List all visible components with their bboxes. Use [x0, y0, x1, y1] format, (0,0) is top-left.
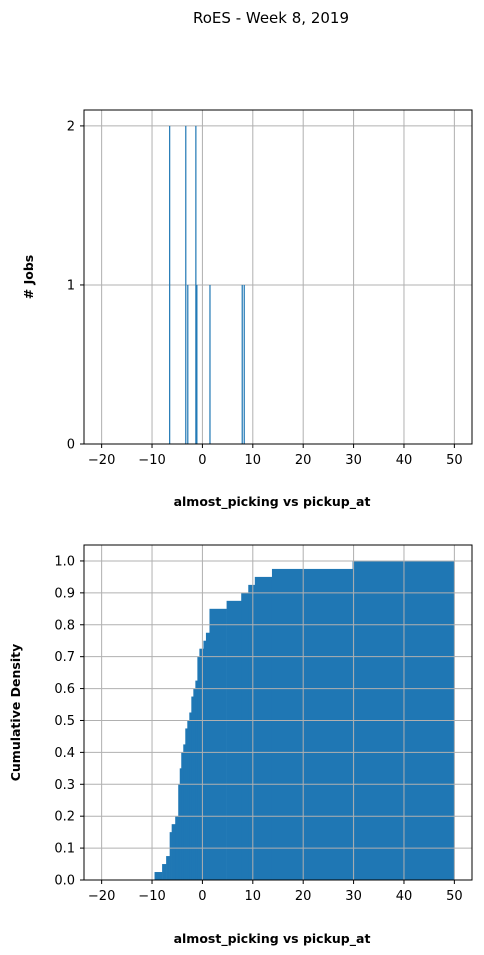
- cumulative-step: [154, 872, 163, 880]
- histogram-y-axis-label: # Jobs: [21, 255, 36, 299]
- cumulative-step: [162, 864, 167, 880]
- cumulative-ticks: −20 −10 0 10 20 30 40 50 0.0 0.1 0.2 0.3 0.4 0.5 0.6 0.…: [54, 554, 462, 904]
- x-tick-label: −10: [138, 453, 165, 468]
- y-tick-label: 0.8: [54, 618, 75, 633]
- histogram-bar: [209, 284, 211, 444]
- histogram-x-axis-label: almost_picking vs pickup_at: [174, 494, 371, 510]
- cumulative-step: [185, 728, 188, 880]
- cumulative-y-axis-label: Cumulative Density: [8, 644, 23, 782]
- histogram-bars: [169, 125, 245, 445]
- histogram-bar: [243, 284, 245, 444]
- cumulative-step: [271, 568, 353, 880]
- x-tick-label: 10: [245, 453, 262, 468]
- cumulative-step: [178, 784, 181, 880]
- cumulative-step: [189, 712, 192, 880]
- x-tick-label: 30: [345, 889, 362, 904]
- figure-title: RoES - Week 8, 2019: [193, 9, 349, 27]
- y-tick-label: 1: [67, 278, 75, 293]
- y-tick-label: 0.2: [54, 810, 75, 825]
- histogram-ticks: −20 −10 0 10 20 30 40 50 0 1 2: [67, 119, 463, 468]
- histogram-frame: [83, 109, 473, 445]
- x-tick-label: 50: [446, 889, 463, 904]
- y-tick-label: 0.4: [54, 746, 75, 761]
- y-tick-label: 0: [67, 438, 75, 453]
- histogram-bar: [195, 125, 197, 445]
- cumulative-gridlines: [84, 545, 472, 881]
- y-tick-label: 0.6: [54, 682, 75, 697]
- x-tick-label: 30: [345, 453, 362, 468]
- histogram-panel: −20 −10 0 10 20 30 40 50 0 1 2 # Jobs almost_picki…: [21, 109, 473, 510]
- histogram-bar: [187, 284, 189, 444]
- y-tick-label: 0.3: [54, 778, 75, 793]
- cumulative-step: [179, 768, 182, 880]
- y-tick-label: 0.7: [54, 650, 75, 665]
- cumulative-step: [191, 696, 194, 880]
- x-tick-label: 0: [198, 889, 206, 904]
- cumulative-step: [203, 640, 207, 880]
- histogram-bar: [185, 125, 187, 445]
- x-tick-label: −20: [88, 453, 115, 468]
- histogram-gridlines: [84, 110, 472, 445]
- histogram-bar: [169, 125, 171, 445]
- histogram-bar: [241, 284, 243, 444]
- cumulative-step: [197, 656, 200, 880]
- y-tick-label: 0.1: [54, 842, 75, 857]
- x-tick-label: 0: [198, 453, 206, 468]
- cumulative-frame: [83, 544, 473, 881]
- x-tick-label: 20: [295, 889, 312, 904]
- cumulative-step: [205, 632, 210, 880]
- cumulative-step: [171, 824, 176, 880]
- x-tick-label: 10: [245, 889, 262, 904]
- y-tick-label: 0.9: [54, 586, 75, 601]
- x-tick-label: 50: [446, 453, 463, 468]
- cumulative-step: [248, 584, 256, 880]
- y-tick-label: 2: [67, 119, 75, 134]
- y-tick-label: 0.5: [54, 714, 75, 729]
- cumulative-step: [226, 600, 242, 880]
- x-tick-label: 40: [396, 453, 413, 468]
- cumulative-step: [209, 608, 227, 880]
- y-tick-label: 0.0: [54, 874, 75, 889]
- x-tick-label: −20: [88, 889, 115, 904]
- cumulative-step: [199, 648, 204, 880]
- cumulative-step: [166, 856, 170, 880]
- cumulative-step: [195, 680, 198, 880]
- histogram-bar: [196, 284, 198, 444]
- x-tick-label: 40: [396, 889, 413, 904]
- cumulative-step: [183, 744, 186, 880]
- cumulative-step: [187, 720, 190, 880]
- x-tick-label: −10: [138, 889, 165, 904]
- x-tick-label: 20: [295, 453, 312, 468]
- cumulative-panel: −20 −10 0 10 20 30 40 50 0.0 0.1 0.2 0.3 0.4 0.5 0.6 0.…: [8, 544, 473, 947]
- cumulative-x-axis-label: almost_picking vs pickup_at: [174, 931, 371, 947]
- cumulative-step: [169, 832, 172, 880]
- y-tick-label: 1.0: [54, 554, 75, 569]
- cumulative-step: [241, 592, 249, 880]
- cumulative-step: [254, 576, 273, 880]
